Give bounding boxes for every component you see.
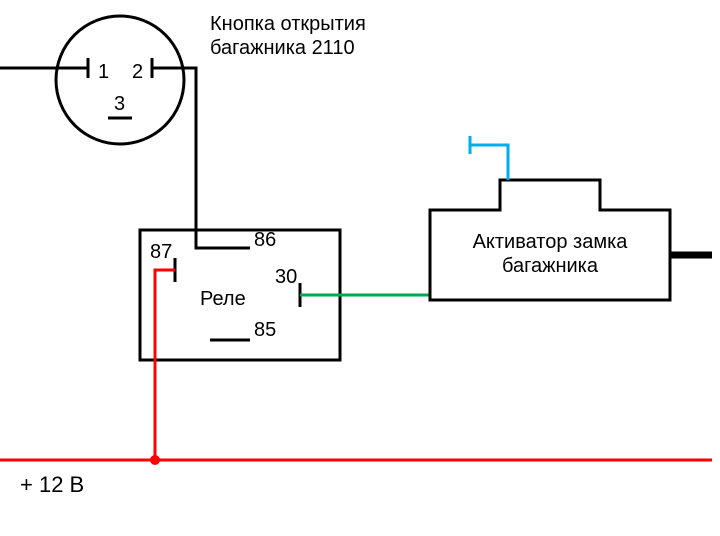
- wire-relay87-to-12v: [155, 270, 175, 460]
- voltage-label: + 12 В: [20, 472, 84, 497]
- relay-label: Реле: [200, 288, 246, 310]
- junction-12v-relay87: [150, 455, 160, 465]
- relay-pin86-label: 86: [254, 229, 276, 251]
- button-pin2-label: 2: [132, 61, 143, 83]
- actuator-label-line2: багажника: [502, 255, 599, 277]
- button-circle: [56, 16, 184, 144]
- relay-pin87-label: 87: [150, 241, 172, 263]
- wire-actuator-cyan: [470, 145, 508, 180]
- wire-pin2-to-relay86: [152, 68, 230, 248]
- relay-pin85-label: 85: [254, 319, 276, 341]
- button-pin1-label: 1: [98, 61, 109, 83]
- relay-pin30-label: 30: [275, 266, 297, 288]
- button-title-line2: багажника 2110: [210, 37, 355, 59]
- actuator-label-line1: Активатор замка: [473, 231, 629, 253]
- button-pin3-label: 3: [114, 93, 125, 115]
- button-title-line1: Кнопка открытия: [210, 13, 366, 35]
- wiring-diagram: Кнопка открытия багажника 2110 1 2 3 Рел…: [0, 0, 720, 536]
